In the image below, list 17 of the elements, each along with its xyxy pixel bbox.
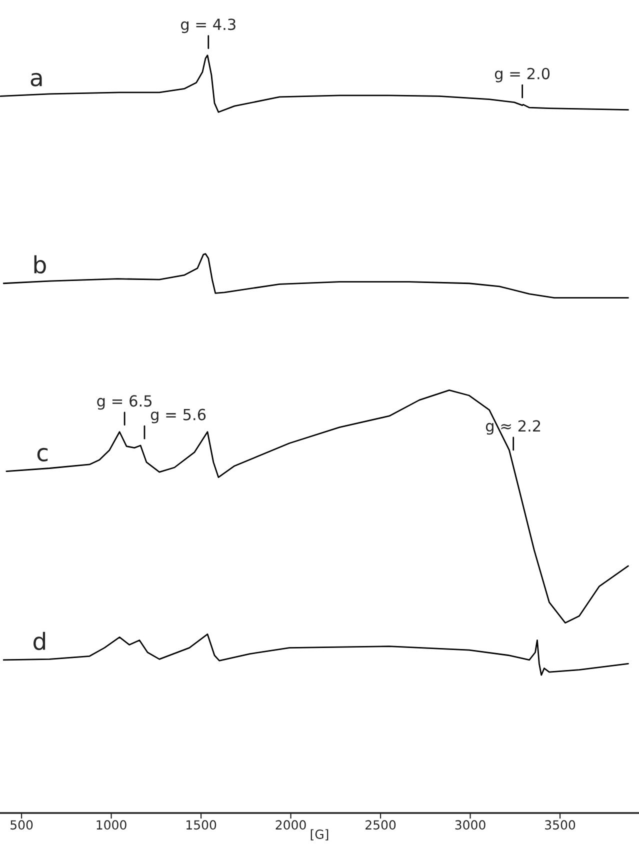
x-tick-label: 3000 — [455, 820, 486, 830]
series-label: d — [34, 632, 46, 650]
annotation: g = 5.6 — [150, 408, 206, 424]
x-tick-label: 500 — [10, 820, 33, 830]
annotation: g ≈ 2.2 — [486, 420, 540, 435]
annotation: g = 2.0 — [494, 68, 550, 82]
x-tick-label: 1000 — [96, 820, 126, 830]
x-tick-label: 3500 — [545, 820, 576, 830]
x-tick-label: 2000 — [276, 820, 306, 830]
series-label: c — [37, 448, 48, 462]
x-tick-label: 1500 — [186, 820, 216, 830]
annotation: g = 6.5 — [97, 395, 152, 410]
series-label: b — [34, 255, 46, 274]
x-axis-title: [G] — [310, 829, 328, 840]
x-tick-label: 2500 — [366, 820, 396, 830]
series-label: a — [30, 72, 42, 86]
annotation: g = 4.3 — [180, 18, 236, 34]
